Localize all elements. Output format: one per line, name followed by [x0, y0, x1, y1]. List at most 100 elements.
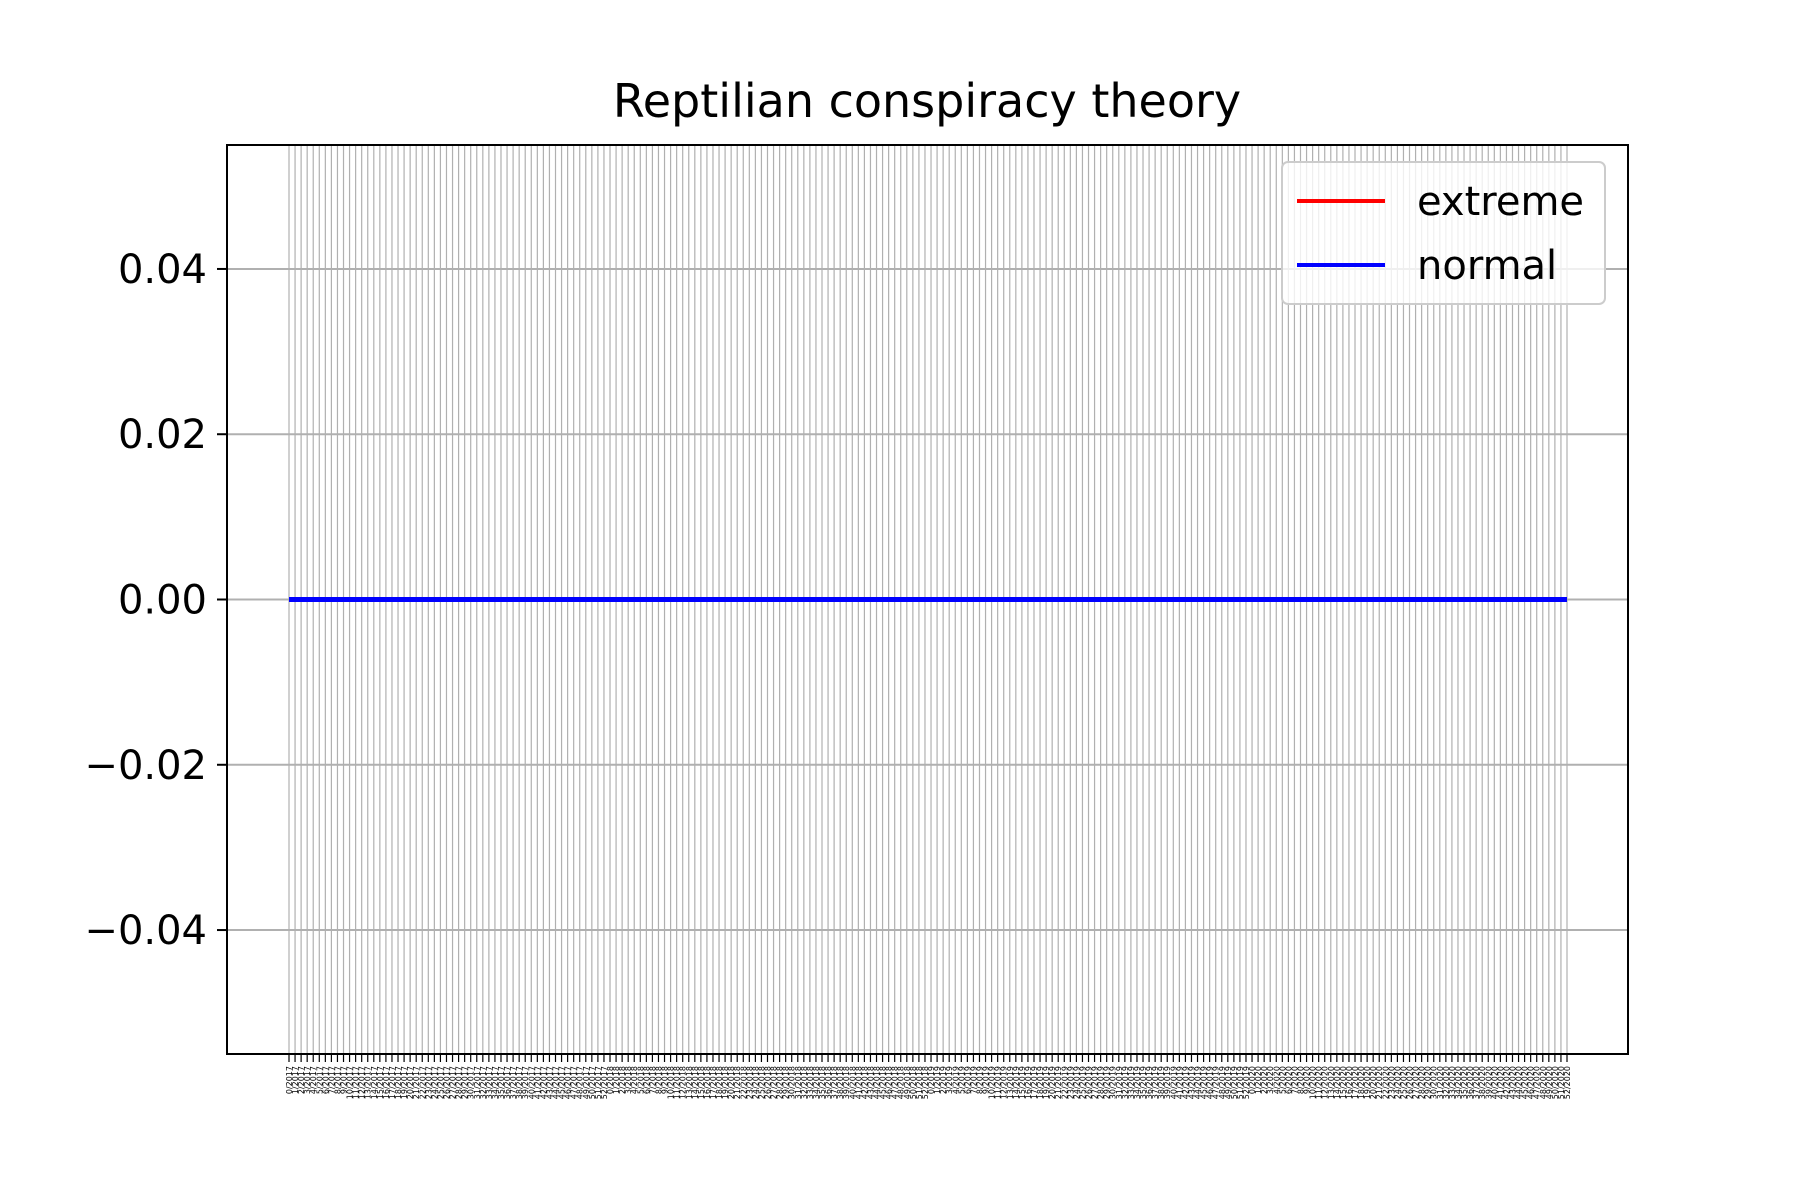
x-tick-label: 26/2018: [763, 1066, 772, 1099]
y-tick-label: 0.02: [118, 412, 207, 458]
x-tick-label: 1/2017: [291, 1066, 300, 1094]
x-tick-label: 31/2017: [473, 1066, 482, 1099]
x-tick-label: 6/2017: [321, 1066, 330, 1094]
x-tick-label: 33/2020: [1448, 1066, 1457, 1099]
x-tick-label: 51/2019: [1236, 1066, 1245, 1099]
x-tick-label: 27/2020: [1412, 1066, 1421, 1099]
x-tick-label: 37/2018: [830, 1066, 839, 1099]
x-tick-label: 33/2018: [806, 1066, 815, 1099]
x-tick-label: 51/2018: [915, 1066, 924, 1099]
x-tick-label: 17/2020: [1351, 1066, 1360, 1099]
x-tick-label: 5/2019: [957, 1066, 966, 1094]
x-tick-label: 22/2018: [739, 1066, 748, 1099]
x-tick-label: 20/2017: [406, 1066, 415, 1099]
x-tick-label: 15/2017: [376, 1066, 385, 1099]
x-tick-label: 11/2019: [994, 1066, 1003, 1099]
x-tick-label: 2/2018: [618, 1066, 627, 1094]
x-tick-label: 23/2018: [745, 1066, 754, 1099]
x-tick-label: 42/2019: [1181, 1066, 1190, 1099]
x-tick-label: 50/2019: [1230, 1066, 1239, 1099]
x-tick-label: 38/2017: [515, 1066, 524, 1099]
x-tick-label: 2/2020: [1260, 1066, 1269, 1094]
x-tick-label: 0/2017: [285, 1066, 294, 1094]
y-axis-ticks: −0.04 −0.02 0.00 0.02 0.04: [84, 247, 227, 954]
x-tick-label: 11/2017: [352, 1066, 361, 1099]
x-tick-label: 43/2017: [545, 1066, 554, 1099]
x-tick-label: 39/2018: [842, 1066, 851, 1099]
x-tick-label: 16/2020: [1345, 1066, 1354, 1099]
x-tick-label: 49/2019: [1224, 1066, 1233, 1099]
x-tick-label: 7/2017: [327, 1066, 336, 1094]
legend: extreme normal: [1281, 161, 1606, 305]
x-tick-label: 49/2020: [1545, 1066, 1554, 1099]
x-tick-label: 49/2018: [903, 1066, 912, 1099]
x-tick-label: 25/2018: [757, 1066, 766, 1099]
x-tick-label: 6/2020: [1284, 1066, 1293, 1094]
x-tick-label: 41/2020: [1496, 1066, 1505, 1099]
x-tick-label: 41/2018: [854, 1066, 863, 1099]
x-tick-label: 21/2019: [1054, 1066, 1063, 1099]
x-tick-label: 46/2019: [1206, 1066, 1215, 1099]
x-tick-label: 52/2020: [1563, 1066, 1572, 1099]
x-tick-label: 3/2020: [1266, 1066, 1275, 1094]
x-tick-label: 14/2017: [370, 1066, 379, 1099]
x-tick-label: 27/2018: [770, 1066, 779, 1099]
x-tick-label: 42/2020: [1502, 1066, 1511, 1099]
x-tick-label: 4/2019: [951, 1066, 960, 1094]
x-tick-label: 11/2018: [673, 1066, 682, 1099]
x-tick-label: 40/2017: [527, 1066, 536, 1099]
x-tick-label: 6/2018: [642, 1066, 651, 1094]
x-tick-label: 43/2019: [1187, 1066, 1196, 1099]
x-tick-label: 0/2020: [1248, 1066, 1257, 1094]
x-tick-label: 18/2018: [715, 1066, 724, 1099]
x-tick-label: 4/2020: [1272, 1066, 1281, 1094]
x-tick-label: 14/2019: [1012, 1066, 1021, 1099]
x-tick-label: 0/2019: [927, 1066, 936, 1094]
legend-label-normal: normal: [1417, 243, 1557, 289]
x-tick-label: 37/2020: [1472, 1066, 1481, 1099]
x-tick-label: 11/2020: [1315, 1066, 1324, 1099]
x-tick-label: 46/2017: [564, 1066, 573, 1099]
x-tick-label: 25/2020: [1399, 1066, 1408, 1099]
x-tick-label: 36/2017: [503, 1066, 512, 1099]
x-tick-label: 23/2019: [1066, 1066, 1075, 1099]
x-tick-label: 1/2020: [1254, 1066, 1263, 1094]
x-tick-label: 30/2018: [788, 1066, 797, 1099]
x-tick-label: 24/2017: [430, 1066, 439, 1099]
x-tick-label: 35/2019: [1139, 1066, 1148, 1099]
x-tick-label: 5/2017: [315, 1066, 324, 1094]
x-tick-label: 45/2017: [558, 1066, 567, 1099]
x-tick-label: 30/2020: [1430, 1066, 1439, 1099]
x-tick-label: 35/2020: [1460, 1066, 1469, 1099]
x-tick-label: 14/2020: [1333, 1066, 1342, 1099]
x-tick-label: 22/2020: [1381, 1066, 1390, 1099]
x-tick-label: 16/2018: [703, 1066, 712, 1099]
x-tick-label: 17/2019: [1030, 1066, 1039, 1099]
x-tick-label: 26/2020: [1406, 1066, 1415, 1099]
x-tick-label: 33/2017: [485, 1066, 494, 1099]
x-tick-label: 42/2018: [860, 1066, 869, 1099]
x-tick-label: 3/2018: [624, 1066, 633, 1094]
x-tick-label: 29/2017: [461, 1066, 470, 1099]
x-tick-label: 36/2020: [1466, 1066, 1475, 1099]
x-tick-label: 37/2019: [1151, 1066, 1160, 1099]
x-tick-label: 6/2019: [963, 1066, 972, 1094]
x-tick-label: 44/2017: [552, 1066, 561, 1099]
x-tick-label: 1/2019: [933, 1066, 942, 1094]
x-tick-label: 36/2018: [824, 1066, 833, 1099]
x-tick-label: 48/2020: [1539, 1066, 1548, 1099]
x-tick-label: 46/2018: [885, 1066, 894, 1099]
x-tick-label: 43/2020: [1508, 1066, 1517, 1099]
x-tick-label: 33/2019: [1127, 1066, 1136, 1099]
x-tick-label: 30/2017: [467, 1066, 476, 1099]
x-tick-label: 8/2020: [1296, 1066, 1305, 1094]
x-tick-label: 20/2018: [727, 1066, 736, 1099]
x-tick-label: 26/2017: [442, 1066, 451, 1099]
x-tick-label: 18/2019: [1036, 1066, 1045, 1099]
x-tick-label: 9/2018: [661, 1066, 670, 1094]
x-tick-label: 12/2019: [1000, 1066, 1009, 1099]
x-tick-label: 17/2017: [388, 1066, 397, 1099]
x-tick-label: 8/2017: [333, 1066, 342, 1094]
